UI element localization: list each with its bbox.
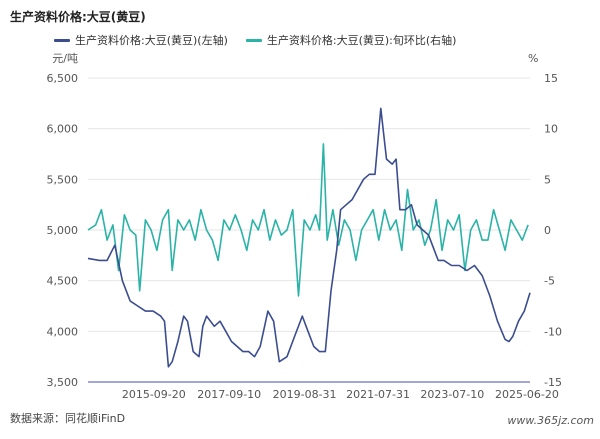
legend-swatch-right [245, 38, 262, 42]
left-tick-label: 4,000 [47, 325, 79, 338]
left-tick-label: 6,000 [47, 123, 79, 136]
right-axis-ticks: 15 10 5 0 -5 -10 -15 [544, 72, 562, 389]
right-tick-label: -15 [544, 376, 562, 389]
data-source: 数据来源：同花顺iFinD [10, 412, 126, 425]
left-tick-label: 5,000 [47, 224, 79, 237]
right-tick-label: 15 [544, 72, 558, 85]
x-tick-label: 2017-09-10 [197, 388, 261, 401]
right-tick-label: -5 [544, 275, 555, 288]
series-lines [87, 107, 531, 368]
x-tick-label: 2021-07-31 [346, 388, 410, 401]
left-tick-label: 4,500 [47, 275, 79, 288]
legend-item-left-series[interactable]: 生产资料价格:大豆(黄豆)(左轴) [54, 32, 228, 48]
right-tick-label: 5 [544, 173, 551, 186]
x-tick-label: 2015-09-20 [122, 388, 186, 401]
right-tick-label: -10 [544, 325, 562, 338]
grid [88, 77, 530, 383]
x-axis-ticks: 2015-09-20 2017-09-10 2019-08-31 2021-07-31… [122, 388, 559, 401]
x-tick-label: 2025-06-20 [495, 388, 559, 401]
right-axis-unit: % [528, 52, 538, 65]
legend-item-right-series[interactable]: 生产资料价格:大豆(黄豆):旬环比(右轴) [245, 32, 457, 48]
left-axis-ticks: 6,500 6,000 5,500 5,000 4,500 4,000 3,500 [47, 72, 79, 389]
left-tick-label: 6,500 [47, 72, 79, 85]
left-tick-label: 5,500 [47, 173, 79, 186]
right-tick-label: 0 [544, 224, 551, 237]
legend: 生产资料价格:大豆(黄豆)(左轴) 生产资料价格:大豆(黄豆):旬环比(右轴) [54, 32, 456, 48]
legend-label-right: 生产资料价格:大豆(黄豆):旬环比(右轴) [266, 34, 457, 47]
x-tick-label: 2023-07-10 [420, 388, 484, 401]
legend-label-left: 生产资料价格:大豆(黄豆)(左轴) [75, 34, 228, 47]
chart-title: 生产资料价格:大豆(黄豆) [10, 10, 146, 24]
left-axis-unit: 元/吨 [52, 52, 78, 65]
x-tick-label: 2019-08-31 [273, 388, 337, 401]
series-line-price [87, 107, 531, 368]
legend-swatch-left [54, 38, 70, 42]
watermark: www.365jz.com [507, 414, 594, 427]
right-tick-label: 10 [544, 123, 558, 136]
left-tick-label: 3,500 [47, 376, 79, 389]
series-line-change [87, 143, 529, 297]
